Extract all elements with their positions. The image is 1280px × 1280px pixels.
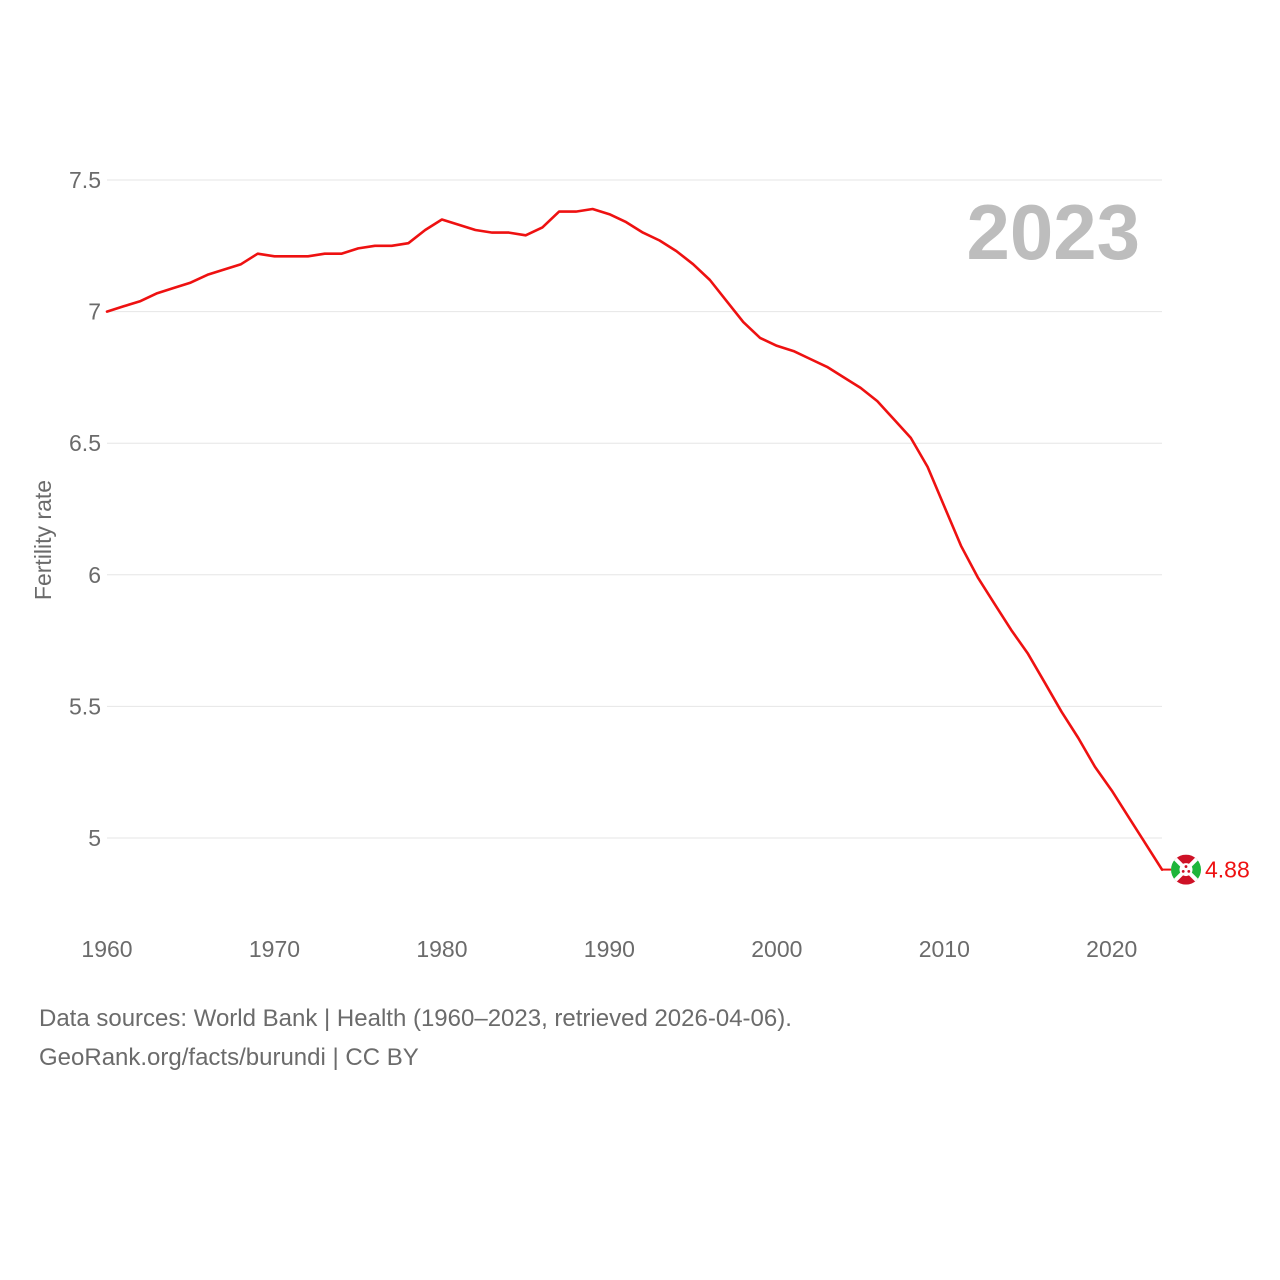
x-axis-ticks: 1960 1970 1980 1990 2000 2010 2020 bbox=[81, 936, 1137, 962]
y-tick-label: 7 bbox=[88, 299, 101, 325]
x-tick-label: 1960 bbox=[81, 936, 132, 962]
end-marker bbox=[1162, 854, 1201, 885]
x-tick-label: 2000 bbox=[751, 936, 802, 962]
y-tick-label: 7.5 bbox=[69, 167, 101, 193]
y-tick-label: 6.5 bbox=[69, 430, 101, 456]
series-lines bbox=[105, 207, 1164, 871]
year-label: 2023 bbox=[966, 188, 1140, 276]
x-tick-label: 1990 bbox=[584, 936, 635, 962]
y-axis-label: Fertility rate bbox=[30, 480, 56, 600]
footer-sources: Data sources: World Bank | Health (1960–… bbox=[39, 1005, 792, 1032]
y-axis-ticks: 5 5.5 6 6.5 7 7.5 bbox=[69, 167, 101, 851]
footer-attribution: GeoRank.org/facts/burundi | CC BY bbox=[39, 1044, 419, 1071]
y-tick-label: 5 bbox=[88, 825, 101, 851]
x-tick-label: 1980 bbox=[416, 936, 467, 962]
series-line-burundi bbox=[105, 207, 1164, 871]
burundi-flag-icon bbox=[1171, 854, 1201, 885]
x-tick-label: 1970 bbox=[249, 936, 300, 962]
x-tick-label: 2010 bbox=[919, 936, 970, 962]
y-tick-label: 5.5 bbox=[69, 693, 101, 719]
x-tick-label: 2020 bbox=[1086, 936, 1137, 962]
end-value-label: 4.88 bbox=[1205, 857, 1250, 883]
grid-lines bbox=[107, 179, 1162, 839]
y-tick-label: 6 bbox=[88, 562, 101, 588]
